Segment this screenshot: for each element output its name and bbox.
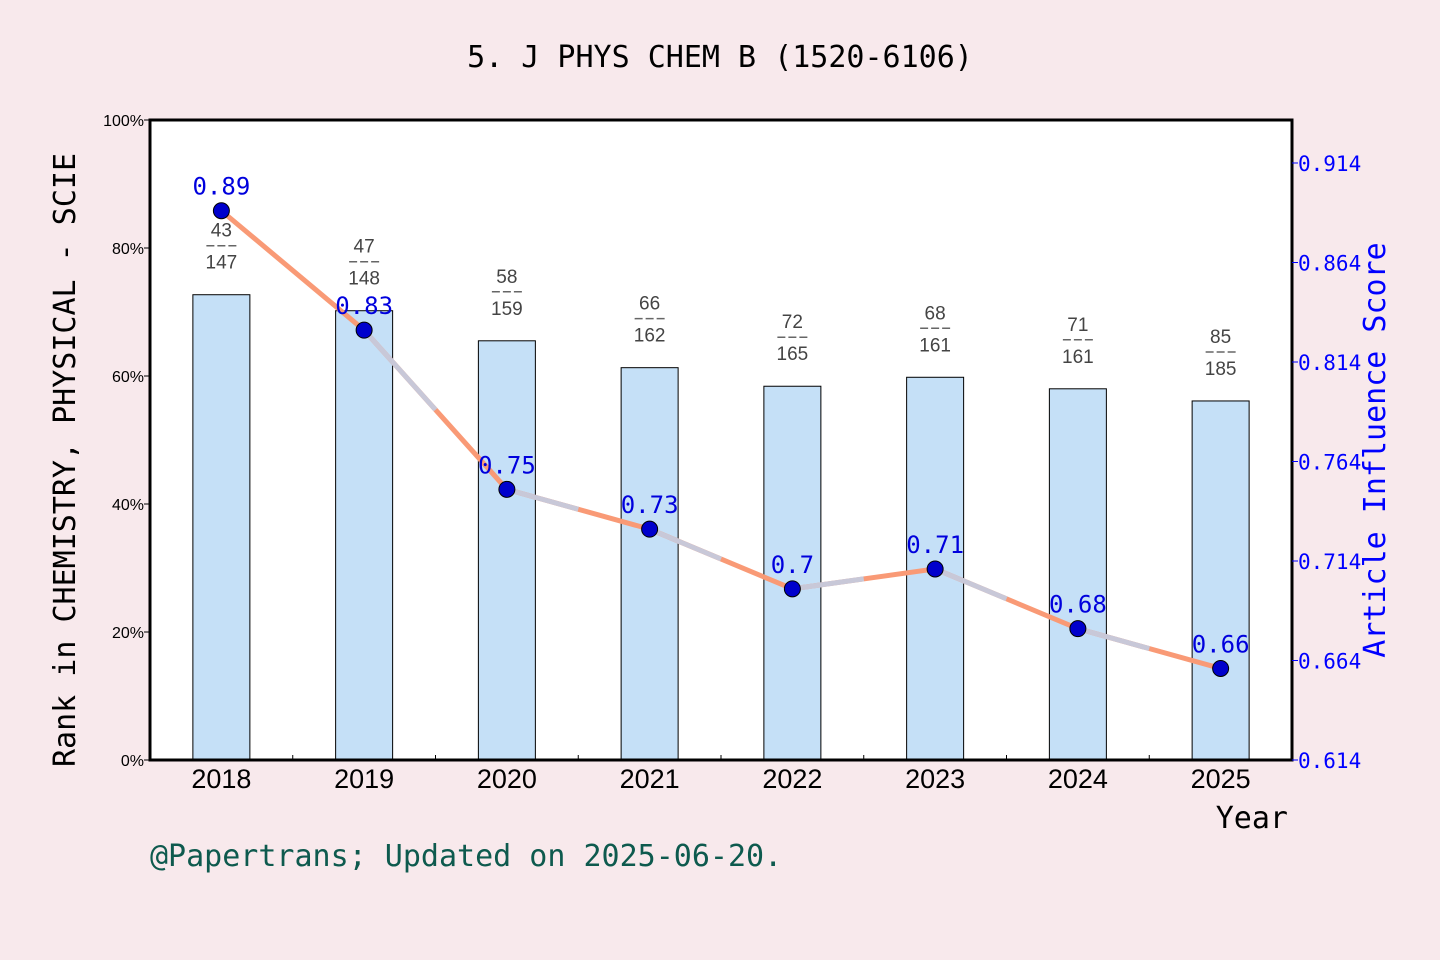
- y2-tick-label: 0.764: [1298, 450, 1361, 474]
- ais-label-2022: 0.7: [771, 551, 814, 579]
- y-axis-label: Rank in CHEMISTRY, PHYSICAL - SCIE: [48, 153, 83, 767]
- total-label-2025: 185: [1205, 359, 1237, 380]
- x-tick-2022: 2022: [762, 764, 822, 794]
- y2-tick-label: 0.664: [1298, 649, 1361, 673]
- bar-2024: [1048, 388, 1107, 761]
- y2-axis-label: Article Influence Score: [1358, 242, 1393, 657]
- ais-point-2022: [783, 580, 801, 598]
- x-tick-2023: 2023: [905, 764, 965, 794]
- ais-line-overlay: [792, 576, 865, 592]
- ais-label-2020: 0.75: [478, 451, 536, 479]
- total-label-2019: 148: [348, 269, 380, 290]
- y2-tick-label: 0.814: [1298, 351, 1361, 375]
- y2-tick-label: 0.714: [1298, 550, 1361, 574]
- rank-label-2018: 43: [211, 221, 232, 242]
- total-label-2021: 162: [634, 326, 666, 347]
- y-tick-label: 100%: [103, 113, 144, 130]
- rank-label-2020: 58: [496, 267, 517, 288]
- total-label-2018: 147: [206, 253, 238, 274]
- ais-label-2024: 0.68: [1049, 591, 1107, 619]
- ais-point-2020: [498, 480, 516, 498]
- bar-2020: [477, 340, 536, 761]
- ais-line-overlay: [506, 486, 579, 512]
- ais-point-2019: [355, 321, 373, 339]
- rank-label-2024: 71: [1067, 315, 1088, 336]
- ais-point-2025: [1212, 659, 1230, 677]
- rank-label-2019: 47: [354, 237, 375, 258]
- ais-label-2021: 0.73: [621, 491, 679, 519]
- ais-line-overlay: [934, 566, 1008, 602]
- ais-point-2023: [926, 560, 944, 578]
- x-tick-2024: 2024: [1048, 764, 1108, 794]
- x-tick-2025: 2025: [1191, 764, 1251, 794]
- bar-2022: [763, 385, 822, 761]
- x-tick-2020: 2020: [477, 764, 537, 794]
- x-axis-label: Year: [1216, 801, 1288, 836]
- ais-line-overlay: [1077, 626, 1150, 651]
- rank-label-2022: 72: [782, 312, 803, 333]
- total-label-2024: 161: [1062, 347, 1094, 368]
- ais-point-2018: [212, 202, 230, 220]
- y2-tick-label: 0.914: [1298, 152, 1361, 176]
- y-tick-label: 40%: [112, 497, 144, 514]
- y-tick-label: 80%: [112, 241, 144, 258]
- ais-label-2023: 0.71: [906, 531, 964, 559]
- rank-label-2023: 68: [925, 303, 946, 324]
- bar-2025: [1191, 400, 1250, 761]
- bar-2019: [335, 310, 394, 761]
- total-label-2020: 159: [491, 299, 523, 320]
- bar-2021: [620, 367, 679, 761]
- ais-point-2024: [1069, 620, 1087, 638]
- rank-label-2021: 66: [639, 294, 660, 315]
- y2-tick-label: 0.614: [1298, 749, 1361, 773]
- y-tick-label: 20%: [112, 625, 144, 642]
- x-tick-2021: 2021: [620, 764, 680, 794]
- footer-credit: @Papertrans; Updated on 2025-06-20.: [150, 839, 782, 874]
- ais-label-2025: 0.66: [1192, 630, 1250, 658]
- y-tick-label: 0%: [121, 753, 144, 770]
- chart-title: 5. J PHYS CHEM B (1520-6106): [467, 40, 973, 75]
- ais-label-2019: 0.83: [335, 292, 393, 320]
- total-label-2023: 161: [919, 335, 951, 356]
- ais-line-overlay: [648, 526, 722, 562]
- x-tick-2018: 2018: [191, 764, 251, 794]
- ais-point-2021: [641, 520, 659, 538]
- total-label-2022: 165: [777, 344, 809, 365]
- plot-area: [150, 120, 1292, 761]
- bar-2018: [192, 294, 251, 761]
- y-tick-label: 60%: [112, 369, 144, 386]
- ais-line-overlay: [362, 328, 438, 412]
- plot-frame: [148, 118, 1294, 762]
- y2-tick-label: 0.864: [1298, 251, 1361, 275]
- x-tick-2019: 2019: [334, 764, 394, 794]
- ais-label-2018: 0.89: [192, 173, 250, 201]
- rank-label-2025: 85: [1210, 327, 1231, 348]
